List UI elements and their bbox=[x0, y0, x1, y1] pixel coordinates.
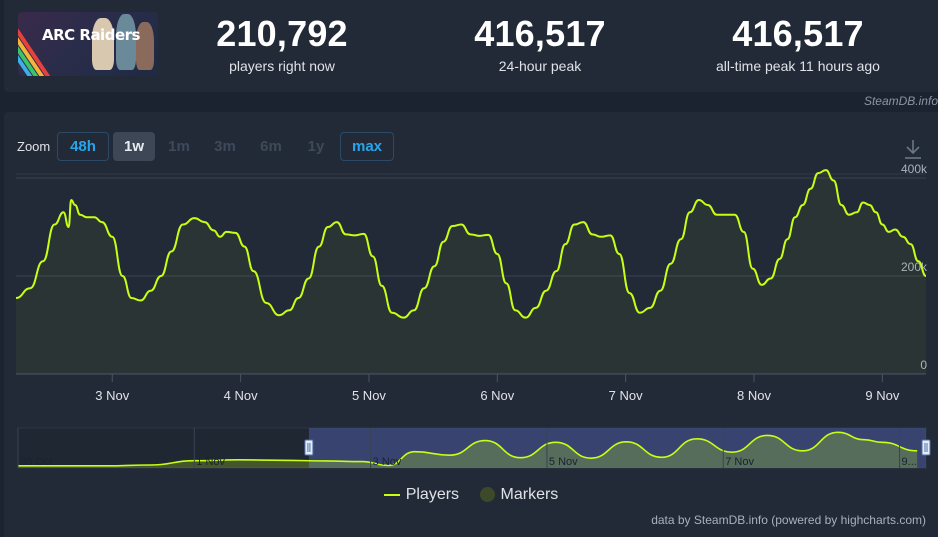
navigator-date-label: 5 Nov bbox=[549, 456, 578, 468]
navigator-date-label: 30 Oct bbox=[20, 456, 52, 468]
legend-markers-label: Markers bbox=[500, 486, 559, 503]
logo-text: ARC Raiders bbox=[42, 26, 140, 44]
logo-figure-2 bbox=[116, 14, 136, 70]
stat-24h-peak: 416,517 24-hour peak bbox=[420, 13, 660, 75]
chart-legend: Players Markers bbox=[4, 486, 938, 504]
markers-dot-swatch bbox=[479, 487, 495, 503]
x-tick-label: 7 Nov bbox=[609, 388, 643, 403]
navigator-date-label: 1 Nov bbox=[196, 456, 225, 468]
legend-item-markers[interactable]: Markers bbox=[479, 486, 559, 504]
zoom-max-button[interactable]: max bbox=[340, 132, 394, 161]
navigator-right-handle[interactable] bbox=[921, 439, 931, 456]
navigator-date-label: 3 Nov bbox=[373, 456, 402, 468]
chart-credits[interactable]: data by SteamDB.info (powered by highcha… bbox=[651, 513, 926, 527]
y-tick-label: 0 bbox=[920, 358, 927, 372]
navigator-series-line bbox=[18, 431, 918, 467]
zoom-label: Zoom bbox=[17, 139, 51, 154]
x-tick-label: 8 Nov bbox=[737, 388, 771, 403]
zoom-1y-button[interactable]: 1y bbox=[307, 138, 325, 155]
players-line-swatch bbox=[383, 493, 400, 496]
stat-24h-peak-label: 24-hour peak bbox=[498, 58, 582, 74]
navigator-left-handle[interactable] bbox=[304, 439, 314, 456]
x-tick-label: 4 Nov bbox=[224, 388, 258, 403]
y-tick-label: 400k bbox=[901, 162, 928, 176]
x-tick-label: 6 Nov bbox=[480, 388, 514, 403]
stat-all-time-peak-value: 416,517 bbox=[732, 13, 864, 54]
navigator-date-label: 7 Nov bbox=[725, 456, 754, 468]
zoom-48h-button[interactable]: 48h bbox=[57, 132, 109, 161]
stat-current-value: 210,792 bbox=[216, 13, 348, 54]
zoom-1w-button[interactable]: 1w bbox=[113, 132, 155, 161]
x-tick-label: 3 Nov bbox=[95, 388, 129, 403]
game-logo[interactable]: ARC Raiders bbox=[18, 12, 158, 76]
stat-all-time-peak-label: all-time peak 11 hours ago bbox=[716, 58, 880, 74]
navigator-selection bbox=[308, 428, 927, 468]
x-tick-label: 9 Nov bbox=[865, 388, 899, 403]
stat-24h-peak-value: 416,517 bbox=[474, 13, 606, 54]
zoom-6m-button[interactable]: 6m bbox=[260, 138, 282, 155]
chart-panel: Zoom 48h 1w 1m 3m 6m 1y max 0200k400k3 N… bbox=[4, 112, 938, 537]
x-tick-label: 5 Nov bbox=[352, 388, 386, 403]
players-series-area bbox=[16, 170, 926, 374]
stats-panel: ARC Raiders 210,792 players right now 41… bbox=[4, 0, 938, 92]
navigator-date-label: 9... bbox=[902, 456, 917, 468]
stat-all-time-peak: 416,517 all-time peak 11 hours ago bbox=[678, 13, 918, 75]
steamdb-brand[interactable]: SteamDB.info bbox=[863, 94, 938, 108]
zoom-3m-button[interactable]: 3m bbox=[214, 138, 236, 155]
logo-figure-3 bbox=[136, 22, 154, 70]
stat-current-label: players right now bbox=[229, 58, 335, 74]
legend-item-players[interactable]: Players bbox=[383, 486, 460, 504]
navigator-series-area bbox=[18, 432, 918, 468]
download-icon[interactable] bbox=[904, 138, 922, 160]
legend-players-label: Players bbox=[405, 486, 460, 503]
players-series-line bbox=[15, 169, 927, 319]
zoom-1m-button[interactable]: 1m bbox=[168, 138, 190, 155]
logo-figure-1 bbox=[92, 18, 114, 70]
stat-current: 210,792 players right now bbox=[162, 13, 402, 75]
